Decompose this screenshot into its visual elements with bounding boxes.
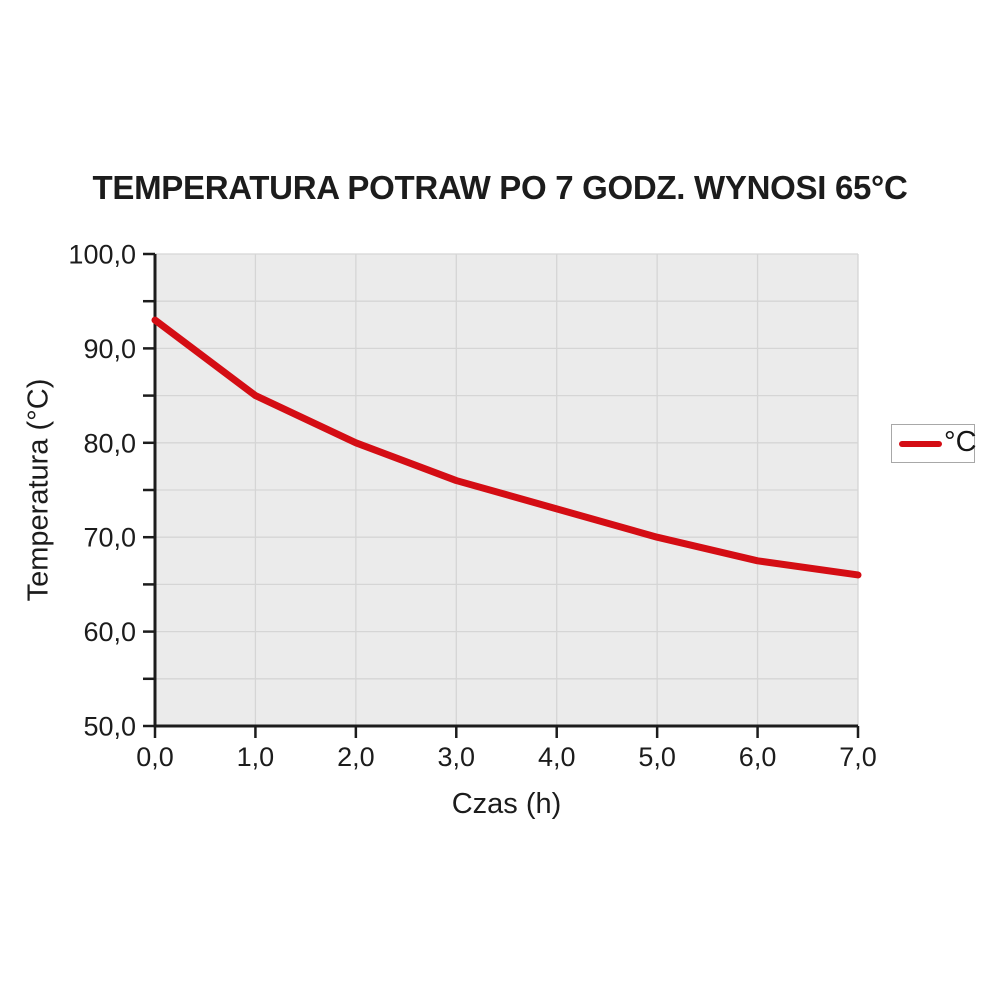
x-tick-label: 1,0 [237,742,275,772]
x-tick-labels: 0,0 1,0 2,0 3,0 4,0 5,0 6,0 7,0 [136,742,877,772]
legend-line-swatch [899,440,942,447]
x-tick-label: 5,0 [638,742,676,772]
x-tick-label: 6,0 [739,742,777,772]
x-tick-label: 0,0 [136,742,174,772]
x-tick-label: 2,0 [337,742,375,772]
y-tick-label: 60,0 [83,617,136,647]
y-tick-label: 50,0 [83,711,136,741]
x-tick-label: 3,0 [438,742,476,772]
axis-lines [153,254,858,728]
x-axis-title: Czas (h) [451,788,562,820]
temperature-line [151,316,862,579]
y-tick-label: 70,0 [83,523,136,553]
grid-lines [155,253,859,726]
x-tick-label: 7,0 [839,742,877,772]
y-tick-label: 80,0 [83,428,136,458]
legend: °C [891,424,977,463]
chart-title: TEMPERATURA POTRAW PO 7 GODZ. WYNOSI 65°… [92,169,908,206]
y-tick-label: 90,0 [83,334,136,364]
y-tick-label: 100,0 [68,239,136,269]
y-axis-title: Temperatura (°C) [22,378,55,602]
legend-series-label: °C [944,426,977,458]
tick-marks [143,252,860,738]
x-tick-label: 4,0 [538,742,576,772]
y-tick-labels: 100,0 90,0 80,0 70,0 60,0 50,0 [68,239,136,741]
